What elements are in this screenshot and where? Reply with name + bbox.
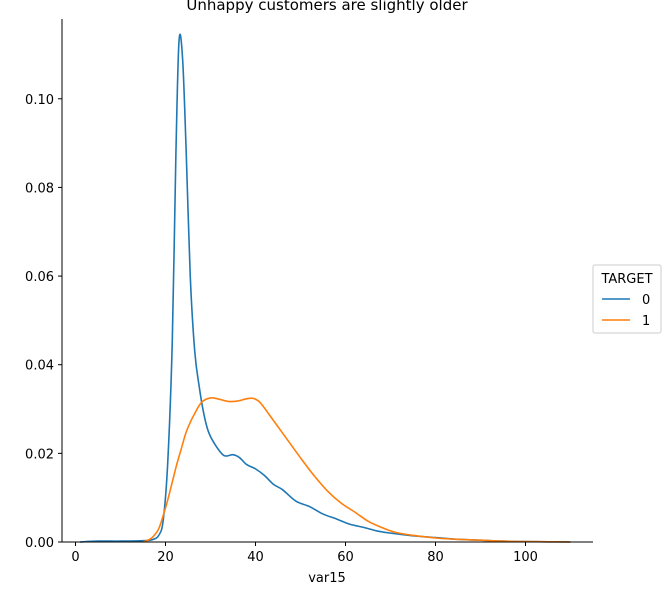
- plot-area: 0 20 40 60 80 100 0.00 0.02 0.04 0.06 0.08 0.10: [25, 19, 593, 565]
- x-tick-label: 100: [513, 550, 538, 565]
- y-tick-label: 0.08: [25, 181, 54, 196]
- y-tick-label: 0.06: [25, 270, 54, 285]
- y-tick-label: 0.02: [25, 447, 54, 462]
- y-tick-label: 0.00: [25, 536, 54, 551]
- chart-title: Unhappy customers are slightly older: [186, 0, 468, 14]
- y-axis-ticks: 0.00 0.02 0.04 0.06 0.08 0.10: [25, 93, 62, 551]
- legend-title: TARGET: [600, 272, 652, 287]
- legend: TARGET 01: [592, 264, 662, 334]
- x-tick-label: 80: [427, 550, 444, 565]
- legend-label-1: 1: [642, 314, 650, 329]
- x-tick-label: 40: [247, 550, 264, 565]
- x-tick-label: 20: [157, 550, 174, 565]
- series-line-target-0: [79, 33, 571, 543]
- series-layer: [79, 33, 571, 543]
- y-tick-label: 0.10: [25, 93, 54, 108]
- x-axis-title: var15: [308, 571, 346, 586]
- y-tick-label: 0.04: [25, 359, 54, 374]
- x-tick-label: 60: [337, 550, 354, 565]
- legend-entries: 01: [602, 293, 650, 329]
- series-line-target-1: [142, 397, 571, 543]
- x-axis-ticks: 0 20 40 60 80 100: [71, 542, 538, 565]
- x-tick-label: 0: [71, 550, 79, 565]
- legend-label-0: 0: [642, 293, 650, 308]
